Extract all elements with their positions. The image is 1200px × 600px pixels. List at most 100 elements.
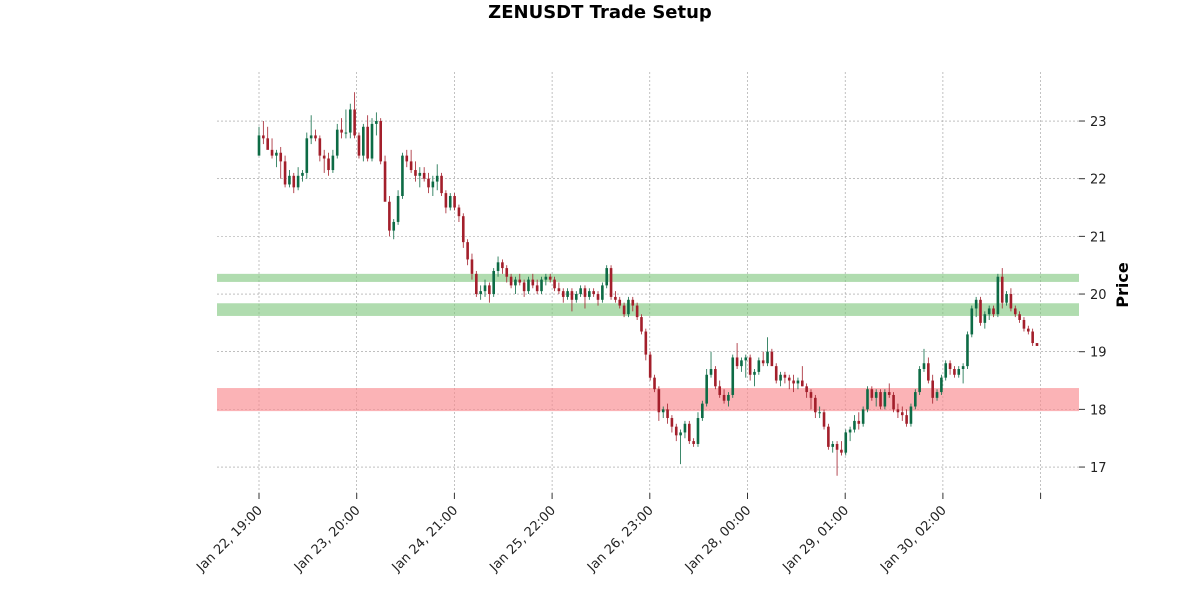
candle-body [635, 305, 639, 318]
candle-body [761, 360, 765, 364]
candle-body [957, 369, 961, 375]
candle-body [553, 279, 556, 289]
candle-body [1022, 319, 1026, 329]
y-tick-label: 18 [1090, 403, 1107, 418]
candle-body [314, 135, 317, 139]
candle-body [392, 221, 396, 231]
candle-body [787, 377, 791, 381]
candle-body [905, 415, 908, 424]
candle-body [727, 394, 730, 401]
candle-body [535, 285, 539, 292]
candle-body [714, 369, 717, 387]
candle-body [827, 426, 830, 447]
candle-body [305, 138, 309, 173]
candle-body [961, 366, 965, 370]
candle-body [266, 138, 269, 150]
candle-body [653, 377, 656, 390]
candle-body [1018, 314, 1021, 320]
candle-body [805, 386, 808, 393]
candle-body [931, 380, 934, 398]
candle-body [809, 392, 813, 398]
candle-body [509, 276, 513, 286]
candle-body [979, 299, 982, 323]
y-tick-label: 17 [1090, 461, 1107, 476]
chart-title: ZENUSDT Trade Setup [488, 2, 712, 23]
candle-body [596, 294, 600, 300]
candle-body [892, 394, 895, 410]
x-tick-label: Jan 24, 21:00 [389, 503, 461, 575]
candle-body [627, 299, 630, 315]
candle-body [501, 262, 504, 269]
candle-body [683, 423, 687, 433]
candle-body [644, 331, 648, 355]
candle-body [679, 432, 682, 436]
candle-body [748, 357, 752, 375]
y-tick-label: 19 [1090, 346, 1107, 361]
candle-body [531, 279, 535, 286]
candle-body [375, 121, 378, 124]
candle-body [405, 155, 409, 162]
candle-body [779, 374, 782, 381]
candle-body [853, 420, 856, 430]
candle-body [887, 392, 891, 395]
candle-body [570, 291, 574, 300]
candle-body [505, 268, 509, 277]
candle-body [548, 276, 552, 280]
candle-body [774, 366, 778, 381]
candle-body [692, 441, 695, 444]
candle-body [422, 172, 426, 179]
candle-body [388, 201, 391, 231]
candle-body [718, 386, 722, 395]
candle-body [657, 389, 661, 413]
candle-body [770, 351, 774, 367]
candle-body [275, 152, 278, 156]
candle-body [848, 429, 852, 433]
candle-body [1005, 294, 1008, 303]
candle-body [896, 409, 900, 413]
candle-body [383, 161, 387, 202]
candle-body [870, 389, 874, 398]
candle-body [335, 129, 339, 156]
candle-body [440, 175, 443, 194]
candle-body [514, 279, 517, 286]
candle-body [479, 291, 482, 295]
candle-body [527, 279, 530, 292]
candle-body [800, 380, 804, 387]
candle-body [592, 291, 595, 295]
candle-body [435, 175, 439, 182]
candle-body [940, 377, 943, 393]
candle-body [840, 449, 843, 453]
candle-body [1000, 276, 1004, 303]
candle-body [414, 170, 417, 176]
candle-body [522, 282, 526, 292]
candle-body [331, 155, 335, 171]
candle-body [518, 279, 522, 283]
candle-body [1031, 331, 1034, 344]
candle-body [540, 279, 543, 292]
candle-body [475, 273, 478, 295]
candle-body [996, 276, 1000, 315]
candle-body [974, 299, 978, 309]
candle-body [566, 291, 569, 297]
candle-body [448, 195, 452, 208]
candle-body [753, 371, 756, 375]
candle-body [366, 126, 369, 159]
candle-body [470, 259, 474, 274]
candle-body [705, 374, 708, 404]
candle-body [631, 299, 635, 306]
y-tick-label: 23 [1090, 115, 1107, 130]
candle-body [270, 149, 274, 156]
candle-body [296, 175, 300, 188]
candle-body [796, 380, 800, 384]
candle-body [362, 126, 365, 156]
candle-body [557, 288, 561, 292]
candle-body [966, 334, 969, 367]
y-tick-label: 22 [1090, 173, 1107, 188]
candle-body [866, 389, 869, 410]
candle-body [900, 412, 904, 416]
candle-body [301, 172, 304, 176]
candle-body [922, 363, 926, 370]
candle-body [496, 262, 500, 271]
